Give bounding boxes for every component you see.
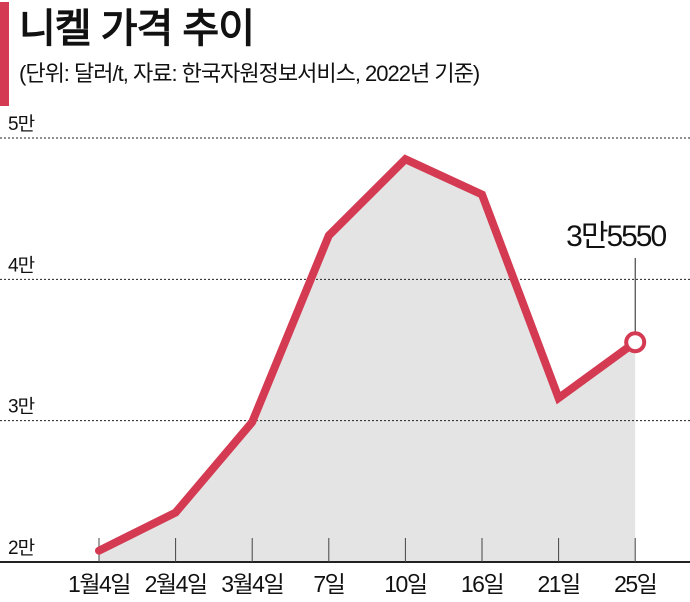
x-tick-label: 1월4일 xyxy=(68,571,130,597)
x-tick-label: 16일 xyxy=(461,571,503,597)
y-tick-label: 4만 xyxy=(8,254,35,276)
last-point-marker xyxy=(624,331,647,354)
chart-subtitle: (단위: 달러/t, 자료: 한국자원정보서비스, 2022년 기준) xyxy=(19,61,480,86)
x-tick-label: 10일 xyxy=(384,571,426,597)
y-tick-label: 2만 xyxy=(8,537,35,559)
x-tick-label: 2월4일 xyxy=(145,571,207,597)
x-tick-label: 7일 xyxy=(313,571,344,597)
title-accent-bar xyxy=(0,2,9,106)
chart-title: 니켈 가격 추이 xyxy=(19,7,255,51)
area-fill xyxy=(99,159,636,562)
annotation-label: 3만5550 xyxy=(566,220,666,253)
x-tick-label: 3월4일 xyxy=(221,571,283,597)
x-tick-label: 25일 xyxy=(614,571,656,597)
y-tick-label: 5만 xyxy=(8,113,35,135)
series-line xyxy=(95,154,640,555)
x-tick-label: 21일 xyxy=(537,571,579,597)
y-tick-label: 3만 xyxy=(8,396,35,418)
